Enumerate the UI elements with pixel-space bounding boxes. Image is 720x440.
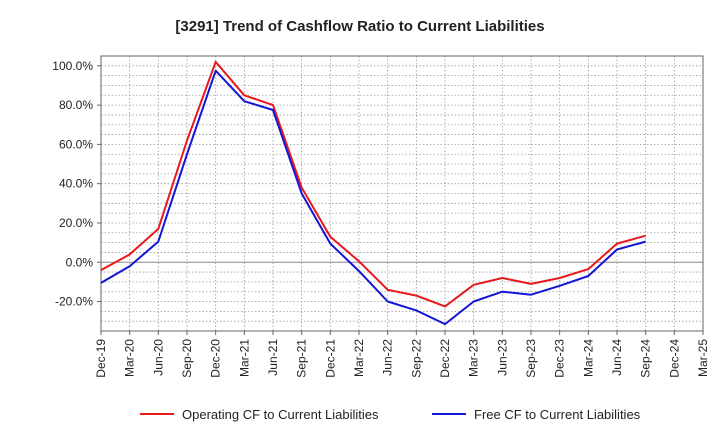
- axes: 100.0% 80.0% 60.0% 40.0% 20.0% 0.0% -20.0% Dec-…: [52, 55, 710, 378]
- legend-label: Operating CF to Current Liabilities: [182, 407, 379, 422]
- y-tick-label: -20.0%: [55, 295, 93, 309]
- grid-lines: [100, 55, 704, 332]
- y-tick-label: 100.0%: [52, 59, 93, 73]
- plot-border: [100, 55, 704, 332]
- x-tick-label: Dec-23: [553, 339, 567, 378]
- x-tick-label: Jun-20: [151, 339, 165, 376]
- series-line-operating-cf: [100, 60, 646, 308]
- x-tick-label: Sep-22: [409, 339, 423, 378]
- x-tick-label: Mar-20: [123, 339, 137, 377]
- x-tick-label: Mar-22: [352, 339, 366, 377]
- legend-label: Free CF to Current Liabilities: [474, 407, 641, 422]
- x-tick-label: Sep-21: [295, 339, 309, 378]
- y-tick-label: 80.0%: [59, 98, 93, 112]
- x-tick-label: Mar-21: [237, 339, 251, 377]
- y-tick-label: 40.0%: [59, 177, 93, 191]
- x-tick-label: Sep-20: [180, 339, 194, 378]
- x-tick-label: Dec-22: [438, 339, 452, 378]
- y-tick-label: 20.0%: [59, 216, 93, 230]
- x-tick-label: Jun-21: [266, 339, 280, 376]
- x-tick-label: Dec-21: [323, 339, 337, 378]
- x-tick-label: Mar-25: [696, 339, 710, 377]
- y-tick-label: 0.0%: [66, 255, 94, 269]
- series-line-free-cf: [100, 69, 646, 326]
- legend: Operating CF to Current Liabilities Free …: [140, 407, 641, 422]
- x-tick-label: Dec-20: [209, 339, 223, 378]
- x-tick-label: Dec-19: [94, 339, 108, 378]
- y-tick-label: 60.0%: [59, 137, 93, 151]
- x-tick-label: Jun-24: [610, 339, 624, 376]
- x-tick-label: Jun-22: [381, 339, 395, 376]
- x-tick-label: Mar-23: [467, 339, 481, 377]
- x-tick-label: Mar-24: [581, 339, 595, 377]
- x-tick-label: Sep-23: [524, 339, 538, 378]
- chart-title: [3291] Trend of Cashflow Ratio to Curren…: [175, 18, 544, 35]
- x-tick-label: Dec-24: [667, 339, 681, 378]
- x-tick-label: Jun-23: [495, 339, 509, 376]
- series-lines: [100, 60, 646, 326]
- x-tick-label: Sep-24: [639, 339, 653, 378]
